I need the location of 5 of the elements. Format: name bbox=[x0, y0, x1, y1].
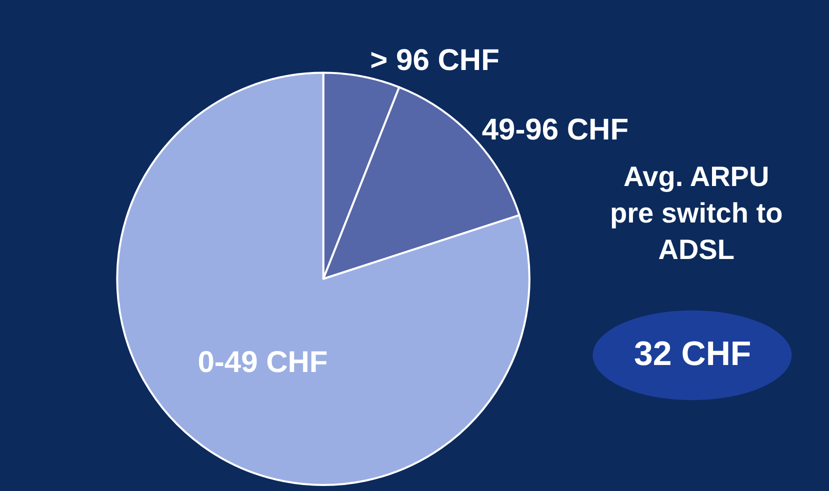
text: Avg. ARPU pre switch to ADSL bbox=[610, 161, 783, 265]
slice-label: > 96 CHF bbox=[370, 44, 500, 77]
slice-label: 49-96 CHF bbox=[482, 114, 629, 147]
slice-label: 0-49 CHF bbox=[198, 346, 328, 379]
text: 32 CHF bbox=[634, 335, 752, 373]
